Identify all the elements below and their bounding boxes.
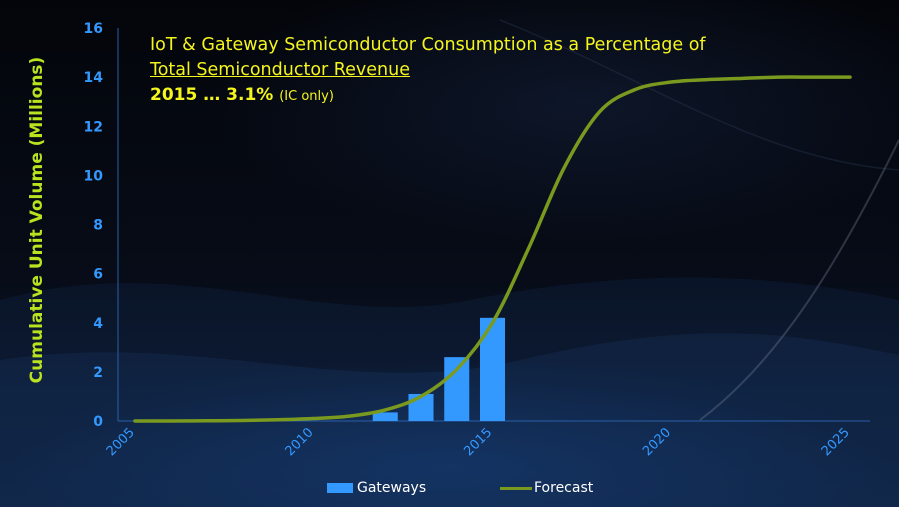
title-line-1: IoT & Gateway Semiconductor Consumption …: [150, 35, 706, 55]
y-tick-label: 12: [84, 119, 103, 135]
gateways-bar: [479, 317, 506, 421]
title-note: (IC only): [279, 89, 334, 104]
forecast-line: [133, 75, 852, 423]
y-tick-label: 4: [93, 316, 103, 332]
legend-item-gateways: Gateways: [327, 480, 426, 496]
y-tick-label: 6: [93, 267, 103, 283]
y-tick-label: 10: [84, 168, 104, 184]
y-tick-label: 14: [84, 70, 104, 86]
y-tick-label: 0: [93, 414, 103, 430]
gateways-bar: [372, 412, 398, 421]
legend-label-forecast: Forecast: [534, 480, 594, 496]
chart-title: IoT & Gateway Semiconductor Consumption …: [150, 33, 706, 109]
y-axis-label: Cumulative Unit Volume (Millions): [27, 57, 47, 384]
legend-swatch-forecast: [500, 486, 532, 490]
forecast-series: [133, 75, 852, 423]
y-tick-label: 8: [93, 218, 103, 234]
title-line-3: 2015 … 3.1% (IC only): [150, 83, 706, 109]
title-highlight-value: 2015 … 3.1%: [150, 85, 274, 105]
background-wave-4: [699, 139, 899, 421]
gateways-bar: [408, 393, 434, 421]
y-tick-label: 2: [93, 365, 103, 381]
legend: Gateways Forecast: [0, 480, 899, 498]
background-wave-3: [499, 19, 899, 171]
title-line-2: Total Semiconductor Revenue: [150, 60, 410, 80]
y-tick-label: 16: [84, 21, 103, 37]
gateways-bar: [444, 357, 470, 421]
y-tick-labels: 0 2 4 6 8 10 12 14 16: [84, 21, 104, 430]
legend-item-forecast: Forecast: [500, 480, 593, 496]
legend-label-gateways: Gateways: [357, 480, 427, 496]
legend-swatch-gateways: [327, 483, 353, 493]
